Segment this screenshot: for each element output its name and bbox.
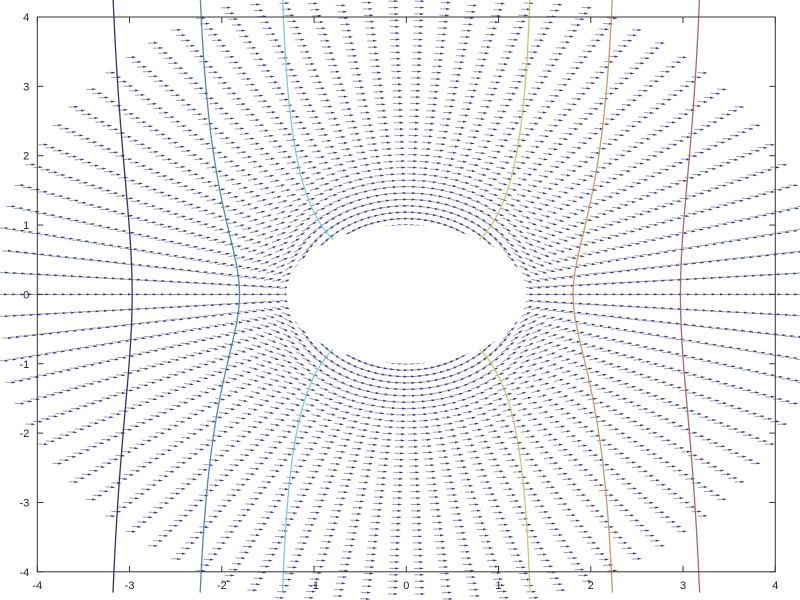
svg-text:0: 0 bbox=[23, 289, 29, 301]
svg-text:-2: -2 bbox=[20, 428, 30, 440]
svg-text:-4: -4 bbox=[32, 580, 42, 592]
svg-text:1: 1 bbox=[23, 220, 29, 232]
svg-text:-4: -4 bbox=[20, 567, 30, 579]
svg-text:2: 2 bbox=[23, 151, 29, 163]
svg-text:-3: -3 bbox=[125, 580, 135, 592]
svg-text:4: 4 bbox=[23, 12, 29, 24]
svg-text:-1: -1 bbox=[20, 359, 30, 371]
svg-text:0: 0 bbox=[403, 580, 409, 592]
svg-text:-1: -1 bbox=[309, 580, 319, 592]
svg-text:1: 1 bbox=[495, 580, 501, 592]
svg-text:3: 3 bbox=[23, 81, 29, 93]
svg-text:3: 3 bbox=[680, 580, 686, 592]
svg-text:-3: -3 bbox=[20, 497, 30, 509]
svg-text:2: 2 bbox=[588, 580, 594, 592]
svg-text:-2: -2 bbox=[217, 580, 227, 592]
svg-text:4: 4 bbox=[772, 580, 778, 592]
